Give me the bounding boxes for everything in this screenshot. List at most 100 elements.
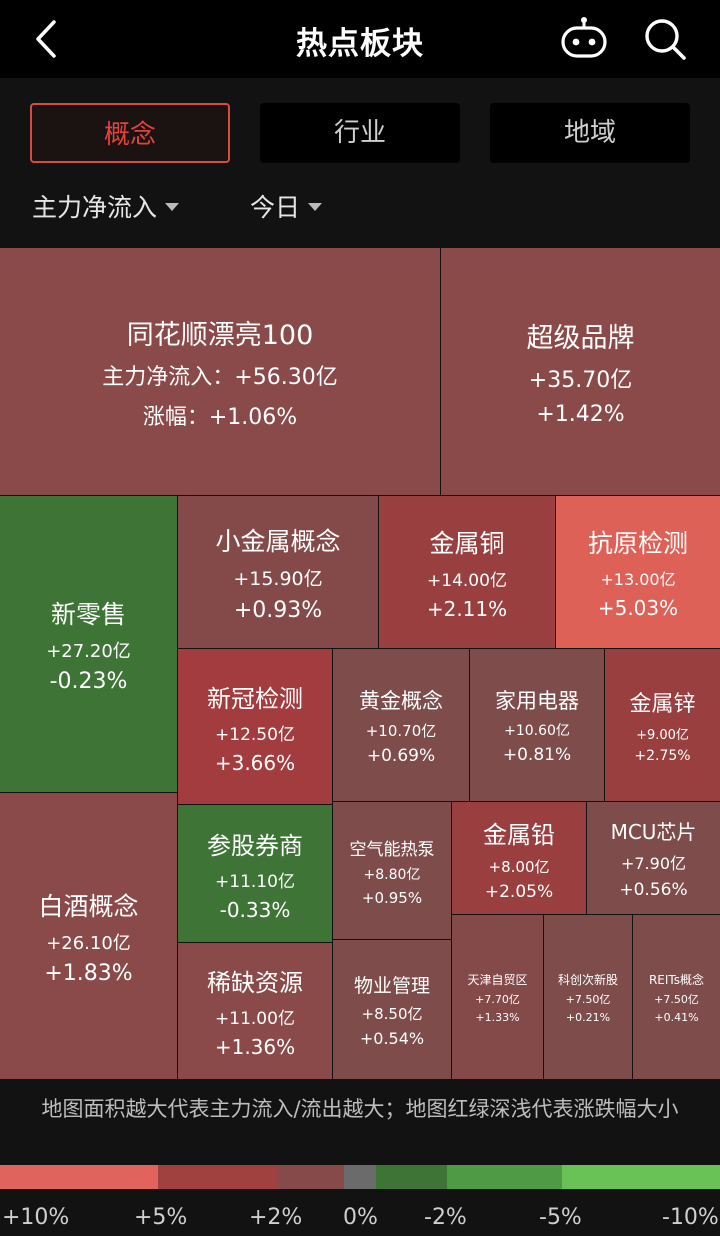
sector-net-inflow: +14.00亿 bbox=[427, 570, 507, 591]
sector-tile[interactable]: 小金属概念 +15.90亿 +0.93% bbox=[178, 496, 378, 648]
sector-change: +5.03% bbox=[597, 596, 679, 620]
sector-tile[interactable]: 稀缺资源 +11.00亿 +1.36% bbox=[178, 943, 332, 1079]
sector-change: -0.33% bbox=[219, 897, 291, 922]
period-dropdown-label: 今日 bbox=[250, 193, 301, 222]
period-dropdown[interactable]: 今日 bbox=[250, 188, 323, 224]
legend-color-segment bbox=[562, 1165, 720, 1189]
sector-net-inflow: +7.70亿 bbox=[475, 992, 520, 1006]
sector-tile[interactable]: 空气能热泵 +8.80亿 +0.95% bbox=[333, 802, 451, 939]
sector-tile[interactable]: 金属铅 +8.00亿 +2.05% bbox=[452, 802, 586, 914]
legend-color-segment bbox=[344, 1165, 376, 1189]
sector-tile[interactable]: MCU芯片 +7.90亿 +0.56% bbox=[587, 802, 720, 914]
metric-dropdown[interactable]: 主力净流入 bbox=[32, 188, 180, 224]
sector-tile[interactable]: 参股券商 +11.10亿 -0.33% bbox=[178, 805, 332, 942]
sector-change: +1.42% bbox=[536, 402, 625, 427]
sector-tile[interactable]: 天津自贸区 +7.70亿 +1.33% bbox=[452, 915, 543, 1079]
sector-change: +2.05% bbox=[484, 881, 554, 902]
sector-net-inflow: +7.50亿 bbox=[654, 992, 699, 1006]
sector-net-inflow: +11.00亿 bbox=[215, 1009, 295, 1029]
sector-treemap: 同花顺漂亮100 主力净流入：+56.30亿 涨幅：+1.06% 超级品牌 +35.70… bbox=[0, 248, 720, 1080]
color-legend-bar bbox=[0, 1165, 720, 1189]
sector-name: 白酒概念 bbox=[38, 891, 139, 921]
sector-tile[interactable]: 金属锌 +9.00亿 +2.75% bbox=[605, 649, 720, 801]
sector-net-inflow: +35.70亿 bbox=[528, 368, 633, 393]
top-bar: 热点板块 bbox=[0, 0, 720, 78]
sector-change: +1.33% bbox=[475, 1010, 520, 1024]
sector-tile[interactable]: 金属铜 +14.00亿 +2.11% bbox=[379, 496, 555, 648]
sector-name: 同花顺漂亮100 bbox=[126, 319, 314, 351]
legend-color-segment bbox=[158, 1165, 277, 1189]
sector-name: 家用电器 bbox=[495, 689, 579, 713]
sector-tile[interactable]: 新零售 +27.20亿 -0.23% bbox=[0, 496, 177, 792]
sector-name: 超级品牌 bbox=[526, 323, 635, 354]
sector-tile[interactable]: 抗原检测 +13.00亿 +5.03% bbox=[556, 496, 720, 648]
sector-name: 金属锌 bbox=[629, 692, 696, 717]
sector-name: 抗原检测 bbox=[587, 529, 688, 558]
sector-change: +0.69% bbox=[366, 745, 436, 766]
sector-name: 新冠检测 bbox=[207, 684, 303, 713]
sector-name: 物业管理 bbox=[353, 975, 430, 997]
sector-tile[interactable]: 新冠检测 +12.50亿 +3.66% bbox=[178, 649, 332, 804]
sector-tile[interactable]: 白酒概念 +26.10亿 +1.83% bbox=[0, 793, 177, 1079]
sector-net-inflow: +9.00亿 bbox=[636, 728, 689, 743]
sector-tile[interactable]: 家用电器 +10.60亿 +0.81% bbox=[470, 649, 604, 801]
sector-change: +0.81% bbox=[502, 745, 572, 765]
legend-scale-label: -5% bbox=[539, 1205, 582, 1230]
sector-name: REITs概念 bbox=[648, 972, 705, 987]
back-arrow-icon[interactable] bbox=[24, 14, 68, 64]
sector-change: +0.54% bbox=[359, 1029, 425, 1048]
sector-net-inflow: +8.80亿 bbox=[363, 866, 421, 883]
metric-dropdown-label: 主力净流入 bbox=[32, 193, 158, 222]
caret-down-icon bbox=[165, 203, 180, 211]
sector-net-inflow: +10.60亿 bbox=[504, 723, 570, 739]
sector-tile[interactable]: 同花顺漂亮100 主力净流入：+56.30亿 涨幅：+1.06% bbox=[0, 248, 440, 495]
sector-name: 参股券商 bbox=[207, 831, 303, 860]
legend-scale-label: +5% bbox=[134, 1205, 188, 1230]
legend-scale-label: -10% bbox=[662, 1205, 719, 1230]
sector-change: +2.11% bbox=[426, 596, 508, 621]
sector-name: MCU芯片 bbox=[610, 820, 697, 844]
sector-tile[interactable]: REITs概念 +7.50亿 +0.41% bbox=[633, 915, 720, 1079]
sector-change: +1.83% bbox=[44, 960, 133, 986]
legend-scale-label: +10% bbox=[2, 1205, 70, 1230]
sector-change: +0.95% bbox=[361, 888, 423, 907]
tab-industry[interactable]: 行业 bbox=[260, 103, 460, 163]
sector-change: +3.66% bbox=[214, 750, 296, 775]
sector-net-inflow: +12.50亿 bbox=[215, 724, 295, 745]
tab-region[interactable]: 地域 bbox=[490, 103, 690, 163]
legend-scale-label: +2% bbox=[249, 1205, 303, 1230]
sector-tile[interactable]: 科创次新股 +7.50亿 +0.21% bbox=[544, 915, 632, 1079]
sector-change: +0.56% bbox=[619, 880, 688, 900]
sector-name: 小金属概念 bbox=[215, 526, 341, 556]
sector-name: 金属铅 bbox=[483, 820, 555, 849]
sector-tile[interactable]: 物业管理 +8.50亿 +0.54% bbox=[333, 940, 451, 1079]
sector-name: 稀缺资源 bbox=[207, 969, 303, 997]
sector-tile[interactable]: 超级品牌 +35.70亿 +1.42% bbox=[441, 248, 720, 495]
robot-assistant-icon[interactable] bbox=[558, 14, 610, 64]
sector-tile[interactable]: 黄金概念 +10.70亿 +0.69% bbox=[333, 649, 469, 801]
sector-net-inflow: +26.10亿 bbox=[46, 932, 131, 954]
legend-color-segment bbox=[376, 1165, 447, 1189]
sector-change: +2.75% bbox=[634, 748, 691, 764]
legend-color-segment bbox=[447, 1165, 562, 1189]
tab-concept[interactable]: 概念 bbox=[30, 103, 230, 163]
sector-change: +0.21% bbox=[565, 1010, 611, 1024]
caret-down-icon bbox=[308, 203, 323, 211]
legend-scale-label: -2% bbox=[424, 1205, 467, 1230]
legend-color-segment bbox=[277, 1165, 344, 1189]
sector-net-inflow: +11.10亿 bbox=[215, 871, 295, 892]
sector-name: 科创次新股 bbox=[557, 972, 618, 987]
sector-change: 涨幅：+1.06% bbox=[142, 404, 298, 430]
sector-net-inflow: +8.00亿 bbox=[488, 857, 550, 876]
legend-color-segment bbox=[0, 1165, 158, 1189]
sector-net-inflow: +10.70亿 bbox=[365, 721, 437, 740]
sector-net-inflow: +7.90亿 bbox=[620, 854, 687, 873]
sector-change: -0.23% bbox=[49, 668, 128, 694]
legend-note: 地图面积越大代表主力流入/流出越大；地图红绿深浅代表涨跌幅大小 bbox=[41, 1097, 679, 1121]
legend-scale-label: 0% bbox=[343, 1205, 378, 1230]
sector-name: 黄金概念 bbox=[359, 688, 443, 713]
sector-net-inflow: +13.00亿 bbox=[600, 570, 676, 589]
search-icon[interactable] bbox=[640, 14, 690, 64]
sector-net-inflow: +8.50亿 bbox=[361, 1005, 423, 1023]
sector-name: 空气能热泵 bbox=[349, 839, 435, 860]
